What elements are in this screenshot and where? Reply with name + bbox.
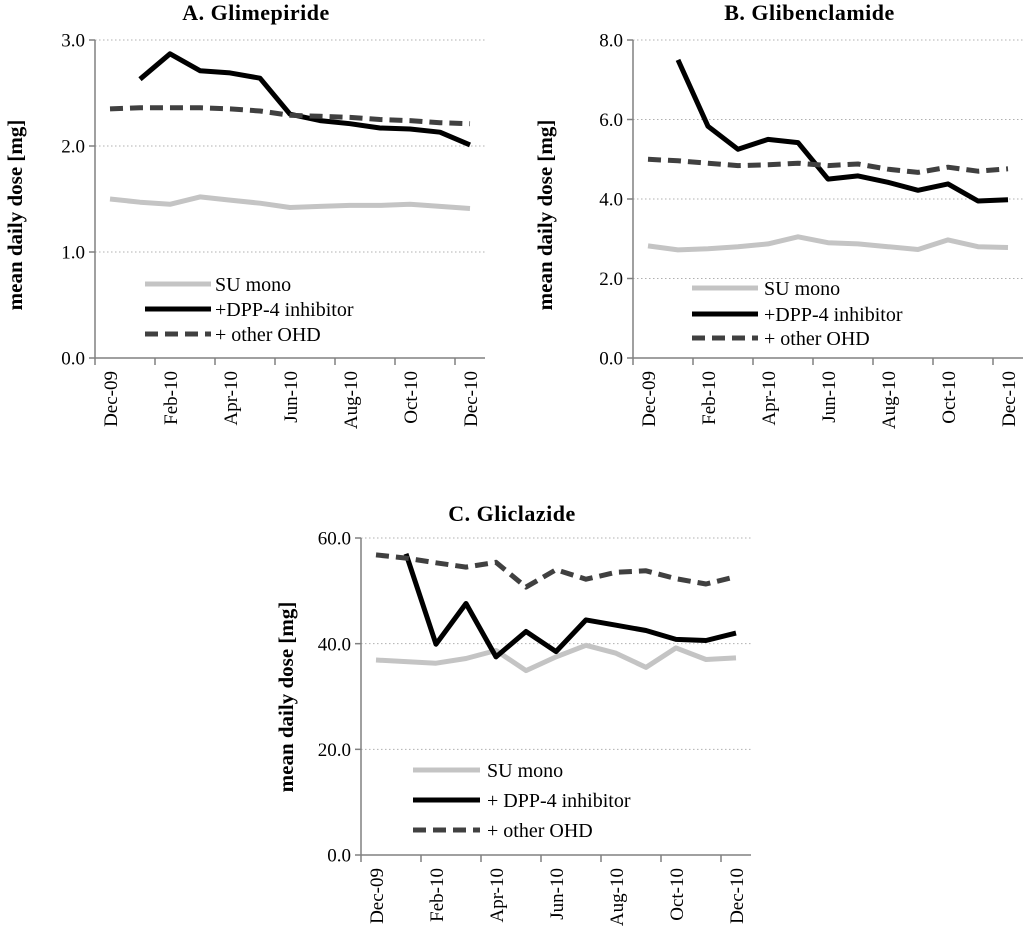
x-tick-labels: Dec-09 Feb-10 Apr-10 Jun-10 Aug-10 Oct-10 Dec-…	[639, 371, 1020, 429]
x-tick-labels: Dec-09 Feb-10 Apr-10 Jun-10 Aug-10 Oct-10 Dec-…	[367, 868, 748, 926]
svg-text:Jun-10: Jun-10	[281, 371, 302, 423]
svg-text:Dec-09: Dec-09	[101, 371, 122, 427]
svg-text:Dec-10: Dec-10	[461, 371, 482, 427]
legend-label-dpp-4-inhibitor: +DPP-4 inhibitor	[215, 299, 354, 321]
axes	[355, 537, 751, 862]
series-su-mono	[647, 234, 1009, 253]
axes	[627, 39, 1023, 365]
svg-text:0.0: 0.0	[61, 349, 85, 370]
legend-label-other-ohd: + other OHD	[487, 820, 593, 842]
svg-text:Feb-10: Feb-10	[427, 868, 448, 922]
svg-text:Apr-10: Apr-10	[487, 868, 508, 923]
chart-panel-glibenclamide: B. Glibenclamide mean daily dose [mg] 8.…	[512, 0, 1024, 470]
svg-text:3.0: 3.0	[61, 31, 85, 52]
legend: SU mono + DPP-4 inhibitor + other OHD	[413, 760, 631, 842]
y-tick-labels: 60.0 40.0 20.0 0.0	[318, 529, 351, 867]
series-dpp-4-inhibitor	[138, 51, 471, 148]
svg-text:Oct-10: Oct-10	[939, 371, 960, 424]
series-other-ohd	[109, 105, 471, 127]
legend-label-dpp-4-inhibitor: + DPP-4 inhibitor	[487, 790, 631, 812]
legend-label-su-mono: SU mono	[487, 760, 563, 782]
svg-text:Dec-10: Dec-10	[999, 371, 1020, 427]
series-su-mono	[375, 642, 737, 674]
axes	[89, 39, 485, 365]
svg-text:Aug-10: Aug-10	[341, 371, 362, 429]
svg-text:6.0: 6.0	[599, 110, 623, 131]
chart-panel-gliclazide: C. Gliclazide mean daily dose [mg] 60.0 4…	[0, 470, 1024, 941]
svg-text:2.0: 2.0	[599, 269, 623, 290]
chart-svg-b: 8.0 6.0 4.0 2.0 0.0 Dec-09 Feb-10 Apr-10 Jun-10 A…	[599, 31, 1023, 429]
svg-text:0.0: 0.0	[599, 349, 623, 370]
svg-text:Aug-10: Aug-10	[879, 371, 900, 429]
chart-svg-a: 3.0 2.0 1.0 0.0 Dec-09 Feb-10 Apr-10 Jun-10 Aug-…	[61, 31, 485, 429]
svg-text:Aug-10: Aug-10	[607, 868, 628, 926]
chart-title-b: B. Glibenclamide	[724, 0, 895, 25]
legend-label-other-ohd: + other OHD	[215, 324, 321, 346]
series-dpp-4-inhibitor	[675, 58, 1009, 204]
svg-text:Dec-10: Dec-10	[727, 868, 748, 924]
svg-text:Jun-10: Jun-10	[547, 868, 568, 920]
chart-panel-glimepiride: A. Glimepiride mean daily dose [mg] 3.0 2…	[0, 0, 512, 470]
svg-text:2.0: 2.0	[61, 137, 85, 158]
legend-label-su-mono: SU mono	[215, 274, 291, 296]
svg-text:20.0: 20.0	[318, 740, 351, 761]
svg-text:Dec-09: Dec-09	[367, 868, 388, 924]
gridlines	[95, 39, 485, 253]
series-su-mono	[109, 194, 471, 211]
svg-text:60.0: 60.0	[318, 529, 351, 550]
svg-text:Apr-10: Apr-10	[221, 371, 242, 426]
svg-text:4.0: 4.0	[599, 190, 623, 211]
svg-text:1.0: 1.0	[61, 243, 85, 264]
legend: SU mono +DPP-4 inhibitor + other OHD	[145, 274, 354, 346]
series-dpp-4-inhibitor	[403, 553, 737, 660]
svg-text:0.0: 0.0	[327, 846, 351, 867]
svg-text:Apr-10: Apr-10	[759, 371, 780, 426]
gridlines	[633, 39, 1023, 279]
chart-svg-c: 60.0 40.0 20.0 0.0 Dec-09 Feb-10 Apr-10 Jun-10 A…	[318, 529, 751, 926]
series-other-ohd	[375, 552, 737, 590]
chart-title-c: C. Gliclazide	[448, 501, 576, 526]
svg-text:Oct-10: Oct-10	[401, 371, 422, 424]
legend-label-su-mono: SU mono	[764, 278, 840, 300]
legend-label-other-ohd: + other OHD	[764, 328, 870, 350]
svg-text:Feb-10: Feb-10	[161, 371, 182, 425]
y-tick-labels: 8.0 6.0 4.0 2.0 0.0	[599, 31, 623, 370]
series-other-ohd	[647, 156, 1009, 175]
svg-text:8.0: 8.0	[599, 31, 623, 52]
svg-text:Dec-09: Dec-09	[639, 371, 660, 427]
gridlines	[361, 537, 751, 750]
x-tick-labels: Dec-09 Feb-10 Apr-10 Jun-10 Aug-10 Oct-10 Dec-…	[101, 371, 482, 429]
chart-title-a: A. Glimepiride	[182, 0, 330, 25]
legend: SU mono +DPP-4 inhibitor+ other OHD	[692, 278, 903, 350]
y-tick-labels: 3.0 2.0 1.0 0.0	[61, 31, 85, 370]
legend-label-dpp-4-inhibitor: +DPP-4 inhibitor	[764, 304, 903, 326]
svg-text:Feb-10: Feb-10	[699, 371, 720, 425]
svg-text:Oct-10: Oct-10	[667, 868, 688, 921]
svg-text:40.0: 40.0	[318, 634, 351, 655]
svg-text:Jun-10: Jun-10	[819, 371, 840, 423]
